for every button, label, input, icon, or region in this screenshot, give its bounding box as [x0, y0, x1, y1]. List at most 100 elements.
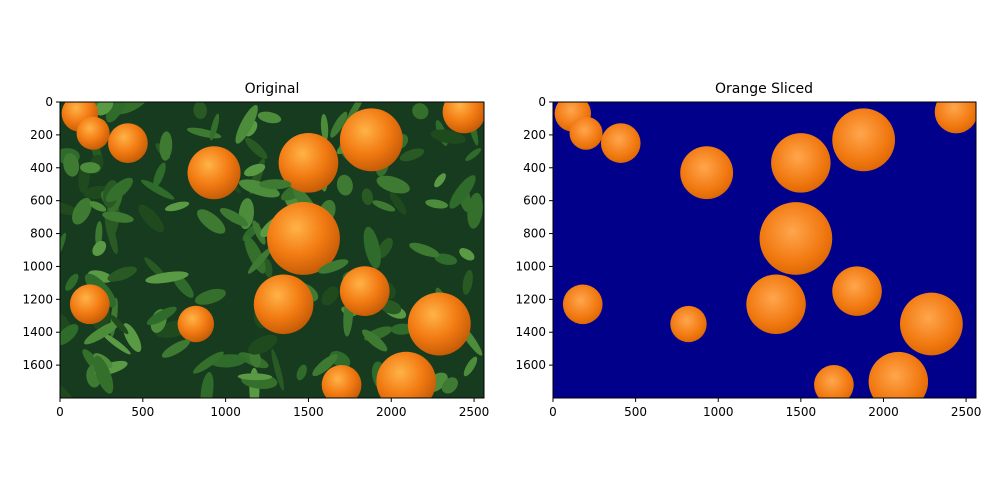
leaf	[197, 209, 226, 234]
leaf	[318, 259, 349, 274]
orange-region	[569, 116, 603, 150]
x-tick-label: 500	[131, 405, 154, 419]
leaf	[372, 200, 396, 212]
leaf	[376, 175, 410, 194]
leaf	[105, 177, 133, 203]
orange-region	[670, 305, 707, 343]
y-tick-label: 1000	[22, 259, 53, 273]
leaf	[102, 211, 134, 223]
x-tick-label: 500	[624, 405, 647, 419]
leaf	[425, 199, 448, 209]
leaf	[399, 148, 425, 162]
leaf	[161, 339, 191, 358]
y-tick-label: 1400	[515, 325, 546, 339]
leaf	[321, 286, 339, 306]
leaf	[409, 242, 440, 258]
leaf	[105, 102, 128, 123]
sliced-axes-frame	[552, 101, 977, 399]
x-tick-label: 2000	[868, 405, 899, 419]
x-tick-label: 1000	[210, 405, 241, 419]
leaf	[209, 113, 220, 141]
leaf	[247, 247, 272, 274]
leaf	[320, 113, 329, 142]
leaf	[145, 271, 189, 284]
leaf	[363, 226, 381, 269]
orange-region	[868, 351, 929, 398]
leaf	[193, 102, 207, 119]
leaf	[467, 192, 483, 229]
leaf	[362, 329, 388, 352]
x-tick-label: 0	[549, 405, 557, 419]
leaf	[245, 137, 268, 160]
y-tick-label: 1200	[515, 292, 546, 306]
leaf	[237, 373, 273, 381]
orange-fruit	[267, 202, 340, 275]
orange-fruit	[177, 305, 215, 343]
leaf	[72, 197, 92, 225]
y-tick-label: 1400	[22, 325, 53, 339]
leaf	[122, 323, 142, 353]
leaf	[159, 131, 173, 161]
leaf	[336, 174, 353, 196]
orange-fruit	[76, 116, 110, 150]
leaf	[153, 162, 166, 188]
orange-region	[680, 146, 734, 200]
leaf	[80, 162, 101, 174]
orange-region	[934, 102, 976, 134]
orange-region	[759, 202, 833, 275]
leaf	[390, 323, 414, 335]
leaf	[271, 349, 284, 391]
orange-fruit	[376, 351, 436, 398]
leaf	[259, 179, 292, 190]
leaf	[449, 175, 476, 209]
x-tick-label: 1500	[786, 405, 817, 419]
orange-region	[771, 133, 831, 193]
x-tick-label: 2500	[459, 405, 490, 419]
leaf	[247, 334, 278, 355]
leaf	[361, 188, 373, 206]
x-tick-label: 0	[56, 405, 64, 419]
leaf	[434, 173, 446, 188]
orange-region	[899, 292, 963, 356]
leaf	[330, 111, 348, 138]
x-tick-label: 2000	[376, 405, 407, 419]
sliced-image	[553, 102, 976, 398]
leaf	[164, 201, 190, 212]
leaf	[377, 237, 393, 259]
leaf	[192, 351, 224, 374]
original-axis-ticks: 0 500 1000 1500 2000 2500 0 200 400 600 800 1000 120…	[22, 95, 489, 419]
orange-fruit	[442, 102, 484, 134]
leaf	[459, 248, 475, 261]
y-tick-label: 200	[523, 128, 546, 142]
leaf	[389, 191, 407, 215]
original-image	[60, 102, 484, 398]
leaf	[84, 320, 121, 345]
orange-region	[832, 266, 882, 316]
sliced-orange-regions	[554, 102, 976, 398]
orange-fruit	[253, 274, 314, 335]
leaf	[412, 103, 429, 120]
leaf	[102, 333, 131, 355]
orange-fruit	[187, 146, 241, 200]
leaf	[296, 364, 307, 381]
orange-region	[832, 108, 896, 172]
orange-fruit	[69, 284, 110, 325]
orange-fruit	[108, 123, 148, 163]
leaf	[194, 288, 226, 305]
leaf	[462, 269, 473, 295]
leaf	[463, 356, 478, 377]
y-tick-label: 1600	[22, 358, 53, 372]
leaf	[89, 201, 107, 212]
x-tick-label: 2500	[951, 405, 982, 419]
orange-fruit	[339, 266, 390, 316]
y-tick-label: 600	[523, 194, 546, 208]
leaf	[312, 354, 338, 377]
leaf	[107, 266, 137, 282]
orange-region	[600, 123, 641, 163]
leaf	[93, 355, 114, 394]
leaf	[200, 372, 214, 398]
y-tick-label: 400	[30, 161, 53, 175]
leaf	[235, 104, 258, 144]
leaf	[244, 163, 266, 177]
